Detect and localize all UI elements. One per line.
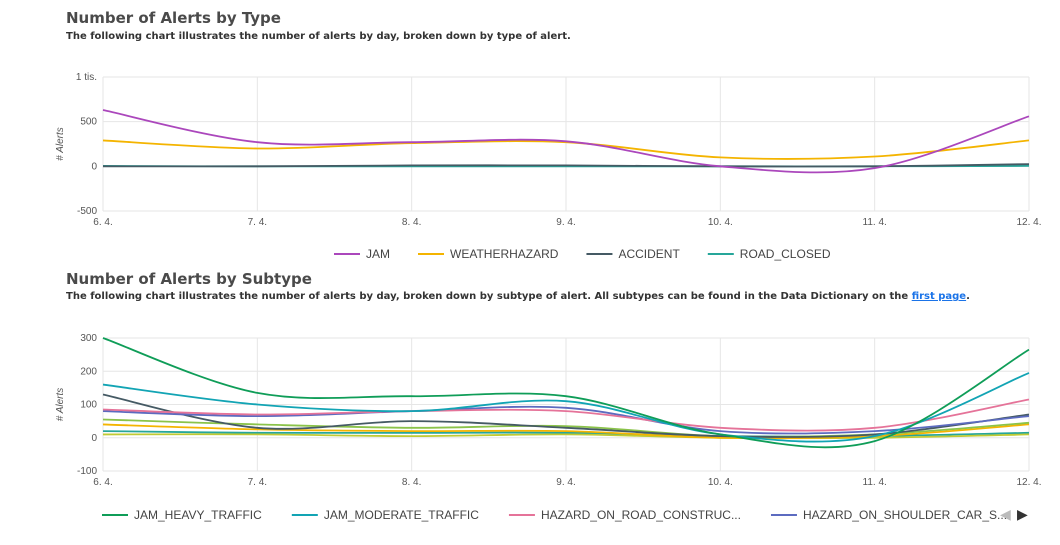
- legend-next-button[interactable]: ▶: [1017, 506, 1028, 522]
- chart2-legend-label: HAZARD_ON_SHOULDER_CAR_S...: [803, 508, 1007, 522]
- chart1-x-tick-label: 10. 4.: [708, 217, 733, 228]
- chart2-y-tick-label: 0: [91, 433, 97, 444]
- chart1-plot: -500 0 500 1 tis. 6. 4. 7. 4. 8. 4. 9. 4. 10. 4.…: [55, 72, 1042, 261]
- chart2-x-tick-label: 11. 4.: [863, 477, 887, 488]
- chart2-series-line[interactable]: [102, 398, 1030, 432]
- chart2-legend-item[interactable]: HAZARD_ON_SHOULDER_CAR_S...: [770, 508, 1007, 522]
- chart2-x-tick-label: 10. 4.: [708, 477, 733, 488]
- chart1-x-tick-label: 8. 4.: [402, 217, 421, 228]
- chart1-legend-label: JAM: [366, 247, 390, 261]
- chart1-legend-item[interactable]: JAM: [334, 247, 390, 261]
- chart1-legend-label: ROAD_CLOSED: [740, 247, 831, 261]
- chart2-x-tick-label: 9. 4.: [556, 477, 575, 488]
- chart1-x-tick-label: 6. 4.: [93, 217, 112, 228]
- chart1-legend-label: WEATHERHAZARD: [450, 247, 559, 261]
- chart2-y-tick-label: 300: [80, 333, 97, 344]
- chart1-x-tick-label: 12. 4.: [1016, 217, 1041, 228]
- chart1-y-tick-label: 0: [91, 161, 97, 172]
- chart2-x-tick-label: 8. 4.: [402, 477, 421, 488]
- chart2-legend-label: HAZARD_ON_ROAD_CONSTRUC...: [541, 508, 741, 522]
- chart1-legend-item[interactable]: ROAD_CLOSED: [707, 247, 831, 261]
- chart1-y-axis-title: # Alerts: [55, 127, 66, 161]
- chart1-title: Number of Alerts by Type: [66, 9, 281, 27]
- chart2-y-tick-label: -100: [77, 466, 97, 477]
- chart1-y-tick-label: 1 tis.: [76, 72, 97, 83]
- chart2-series-line[interactable]: [102, 393, 1030, 438]
- chart1-legend-item[interactable]: ACCIDENT: [586, 247, 680, 261]
- chart2-y-tick-label: 200: [80, 366, 97, 377]
- chart2-y-axis-title: # Alerts: [55, 388, 66, 422]
- chart2-legend-item[interactable]: JAM_HEAVY_TRAFFIC: [102, 508, 262, 522]
- chart2-subtitle-text: The following chart illustrates the numb…: [66, 291, 912, 302]
- chart2-title: Number of Alerts by Subtype: [66, 270, 312, 288]
- first-page-link[interactable]: first page: [911, 291, 967, 302]
- chart2-legend-label: JAM_MODERATE_TRAFFIC: [324, 508, 479, 522]
- chart2-y-tick-label: 100: [80, 400, 97, 411]
- chart2-subtitle-end: .: [966, 291, 970, 302]
- chart1-series-line[interactable]: [102, 109, 1030, 174]
- chart1-legend-label: ACCIDENT: [618, 247, 680, 261]
- chart2-subtitle: The following chart illustrates the numb…: [66, 291, 970, 302]
- legend-prev-button[interactable]: ◀: [1000, 506, 1011, 522]
- chart2-series-line[interactable]: [102, 405, 1030, 435]
- chart2-legend-item[interactable]: HAZARD_ON_ROAD_CONSTRUC...: [508, 508, 741, 522]
- chart2-series-line[interactable]: [102, 337, 1030, 449]
- chart1-y-tick-label: 500: [80, 117, 97, 128]
- chart1-x-tick-label: 11. 4.: [863, 217, 887, 228]
- chart2-series-line[interactable]: [102, 433, 1030, 440]
- chart2-x-tick-label: 7. 4.: [248, 477, 267, 488]
- chart2-x-tick-label: 6. 4.: [93, 477, 112, 488]
- chart1-y-tick-label: -500: [77, 206, 97, 217]
- chart2-series-line[interactable]: [102, 372, 1030, 443]
- chart1-x-tick-label: 9. 4.: [556, 217, 575, 228]
- chart2-legend-label: JAM_HEAVY_TRAFFIC: [134, 508, 262, 522]
- chart2-x-tick-label: 12. 4.: [1016, 477, 1041, 488]
- chart1-legend-item[interactable]: WEATHERHAZARD: [418, 247, 559, 261]
- chart1-x-tick-label: 7. 4.: [248, 217, 267, 228]
- chart1-series-line[interactable]: [102, 163, 1030, 168]
- chart1-subtitle: The following chart illustrates the numb…: [66, 31, 571, 42]
- chart2-legend-item[interactable]: JAM_MODERATE_TRAFFIC: [291, 508, 479, 522]
